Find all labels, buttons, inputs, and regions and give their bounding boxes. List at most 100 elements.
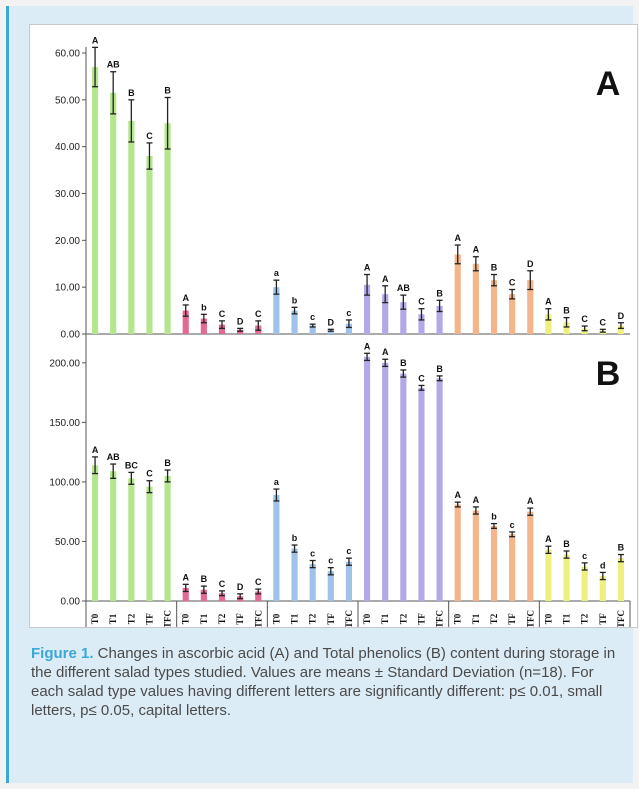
- bar: [273, 287, 280, 334]
- significance-letter: A: [382, 347, 389, 357]
- significance-letter: B: [563, 539, 570, 549]
- bar: [527, 280, 534, 334]
- significance-letter: C: [418, 297, 425, 307]
- y-tick-label: 50.00: [55, 537, 80, 548]
- significance-letter: B: [164, 85, 171, 95]
- x-tick-label: T0: [181, 613, 191, 624]
- significance-letter: A: [454, 233, 461, 243]
- significance-letter: c: [582, 551, 587, 561]
- bar: [291, 548, 298, 601]
- x-tick-label: TF: [416, 613, 426, 625]
- significance-letter: D: [527, 259, 534, 269]
- bar: [363, 284, 371, 334]
- bar: [527, 511, 534, 601]
- x-tick-label: T2: [217, 613, 227, 624]
- x-tick-label: TFC: [344, 610, 354, 627]
- panel-label-B: B: [596, 355, 621, 393]
- bar: [490, 280, 498, 334]
- bar: [164, 475, 171, 601]
- significance-letter: A: [527, 496, 534, 506]
- bar: [436, 305, 443, 334]
- significance-letter: D: [618, 311, 625, 321]
- bar: [545, 549, 552, 601]
- significance-letter: B: [491, 263, 498, 273]
- significance-letter: B: [618, 543, 625, 553]
- significance-letter: b: [491, 512, 497, 522]
- y-tick-label: 40.00: [55, 142, 80, 153]
- x-tick-label: TF: [507, 613, 517, 625]
- x-tick-label: TFC: [163, 610, 173, 627]
- x-tick-label: TFC: [253, 610, 263, 627]
- x-tick-label: T1: [108, 613, 118, 624]
- bar: [490, 525, 498, 601]
- significance-letter: BC: [125, 460, 138, 470]
- y-tick-label: 30.00: [55, 189, 80, 200]
- x-tick-label: T0: [362, 613, 372, 624]
- significance-letter: B: [201, 574, 208, 584]
- bar: [327, 330, 334, 334]
- x-tick-label: T2: [308, 613, 318, 624]
- bar: [617, 325, 625, 334]
- significance-letter: C: [219, 309, 226, 319]
- significance-letter: AB: [397, 283, 410, 293]
- y-tick-label: 10.00: [55, 283, 80, 294]
- bar: [509, 294, 516, 334]
- bar: [291, 310, 298, 334]
- figure-frame: 0.00 10.00 20.00 30.00 40.00 50.00 60.00 A A AB B C…: [6, 6, 638, 783]
- significance-letter: C: [146, 131, 153, 141]
- bar: [581, 566, 588, 601]
- bar: [400, 373, 407, 601]
- bar: [200, 318, 207, 334]
- bar: [617, 558, 625, 601]
- bar: [182, 310, 189, 334]
- significance-letter: A: [473, 495, 480, 505]
- significance-letter: D: [328, 317, 335, 327]
- caption-text: Changes in ascorbic acid (A) and Total p…: [31, 645, 616, 719]
- bar: [400, 302, 407, 334]
- x-tick-label: T0: [271, 613, 281, 624]
- significance-letter: A: [364, 341, 371, 351]
- significance-letter: b: [292, 533, 298, 543]
- bar: [218, 593, 226, 601]
- bar: [91, 465, 99, 601]
- bar: [128, 478, 135, 601]
- y-tick-label: 20.00: [55, 236, 80, 247]
- figure-caption: Figure 1. Changes in ascorbic acid (A) a…: [31, 644, 621, 720]
- x-tick-label: T0: [90, 613, 100, 624]
- bar: [309, 325, 316, 334]
- significance-letter: B: [128, 88, 135, 98]
- significance-letter: c: [310, 312, 315, 322]
- bar: [545, 314, 552, 334]
- significance-letter: A: [182, 293, 189, 303]
- significance-letter: A: [182, 572, 189, 582]
- bar: [200, 589, 207, 601]
- bar: [309, 564, 316, 601]
- significance-letter: c: [346, 308, 351, 318]
- bar: [363, 356, 371, 601]
- bar-chart: 0.0010.0020.0030.0040.0050.0060.00AAABBC…: [49, 35, 631, 627]
- x-tick-label: T2: [126, 613, 136, 624]
- bar: [418, 387, 425, 601]
- bar: [454, 254, 461, 334]
- significance-letter: C: [219, 579, 226, 589]
- x-tick-label: T2: [398, 613, 408, 624]
- significance-letter: B: [400, 358, 407, 368]
- significance-letter: b: [292, 295, 298, 305]
- bar: [563, 554, 570, 601]
- x-tick-label: T1: [380, 613, 390, 624]
- significance-letter: A: [454, 490, 461, 500]
- significance-letter: B: [164, 458, 171, 468]
- significance-letter: C: [255, 309, 262, 319]
- bar: [563, 322, 570, 334]
- significance-letter: A: [545, 297, 552, 307]
- y-tick-label: 0.00: [61, 597, 81, 608]
- y-tick-label: 150.00: [49, 418, 80, 429]
- x-tick-label: TFC: [435, 610, 445, 627]
- bar: [472, 510, 479, 601]
- significance-letter: AB: [107, 60, 120, 70]
- bar: [599, 575, 606, 601]
- significance-letter: D: [237, 582, 244, 592]
- x-tick-label: T1: [290, 613, 300, 624]
- bar: [327, 571, 334, 601]
- significance-letter: a: [274, 477, 280, 487]
